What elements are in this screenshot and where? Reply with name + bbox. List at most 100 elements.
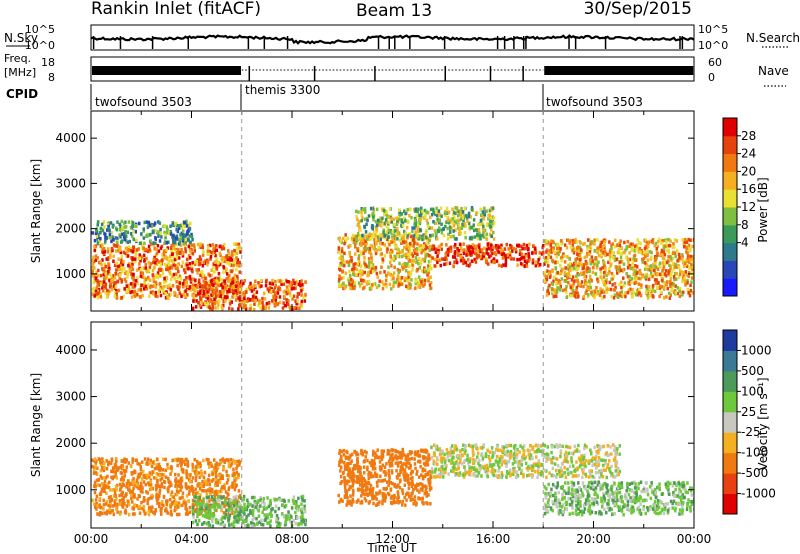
echo-cell	[596, 250, 600, 255]
echo-cell	[494, 252, 498, 257]
echo-cell	[590, 261, 594, 265]
echo-cell	[156, 294, 159, 299]
echo-cell	[622, 284, 626, 288]
echo-cell	[423, 268, 427, 272]
echo-cell	[550, 247, 553, 251]
echo-cell	[518, 252, 522, 256]
echo-cell	[556, 271, 559, 275]
echo-cell	[238, 507, 242, 511]
echo-cell	[202, 505, 205, 509]
echo-cell	[613, 255, 616, 259]
echo-cell	[236, 289, 239, 293]
echo-cell	[200, 469, 203, 473]
echo-cell	[566, 238, 569, 242]
echo-cell	[645, 264, 648, 268]
echo-cell	[179, 481, 183, 486]
echo-cell	[152, 279, 156, 283]
echo-cell	[155, 273, 158, 277]
echo-cell	[523, 255, 526, 260]
echo-cell	[120, 280, 123, 284]
echo-cell	[384, 278, 388, 283]
echo-cell	[423, 257, 427, 262]
echo-cell	[644, 249, 647, 254]
echo-cell	[650, 255, 653, 259]
echo-cell	[404, 252, 408, 256]
echo-cell	[590, 290, 593, 295]
echo-cell	[158, 473, 162, 478]
echo-cell	[661, 278, 664, 283]
echo-cell	[490, 249, 493, 253]
echo-cell	[506, 253, 509, 257]
echo-cell	[406, 262, 409, 266]
echo-cell	[523, 259, 527, 263]
echo-cell	[396, 267, 400, 272]
echo-cell	[185, 475, 189, 480]
echo-cell	[149, 483, 153, 487]
echo-cell	[138, 505, 142, 509]
echo-cell	[184, 294, 187, 299]
echo-cell	[237, 489, 241, 493]
echo-cell	[338, 236, 341, 240]
echo-cell	[452, 210, 456, 215]
echo-cell	[546, 288, 550, 293]
echo-cell	[141, 507, 144, 511]
echo-cell	[446, 218, 450, 223]
echo-cell	[181, 260, 185, 265]
echo-cell	[422, 233, 425, 237]
echo-cell	[178, 496, 182, 501]
echo-cell	[112, 259, 115, 263]
echo-cell	[619, 252, 623, 257]
echo-cell	[576, 257, 579, 261]
echo-cell	[233, 481, 236, 485]
echo-cell	[122, 460, 125, 464]
echo-cell	[680, 257, 684, 261]
echo-cell	[194, 278, 197, 282]
echo-cell	[272, 289, 275, 294]
echo-cell	[222, 466, 225, 470]
echo-cell	[552, 279, 555, 283]
echo-cell	[198, 475, 201, 479]
echo-cell	[449, 249, 452, 253]
echo-cell	[221, 307, 224, 311]
echo-cell	[157, 462, 161, 467]
echo-cell	[223, 259, 226, 264]
echo-cell	[214, 263, 218, 267]
echo-cell	[455, 258, 458, 262]
echo-cell	[673, 238, 677, 242]
echo-cell	[117, 257, 120, 262]
echo-cell	[669, 264, 673, 268]
echo-cell	[148, 506, 151, 510]
echo-cell	[580, 263, 584, 268]
echo-cell	[125, 504, 129, 508]
echo-cell	[138, 295, 142, 299]
echo-cell	[187, 244, 191, 249]
echo-cell	[141, 293, 144, 298]
echo-cell	[551, 287, 554, 291]
echo-cell	[215, 492, 219, 497]
echo-cell	[131, 257, 135, 261]
echo-cell	[393, 233, 396, 237]
echo-cell	[131, 234, 134, 239]
echo-cell	[471, 243, 475, 247]
echo-cell	[238, 460, 242, 464]
echo-cell	[191, 502, 195, 507]
echo-cell	[651, 283, 655, 288]
echo-cell	[534, 251, 537, 255]
echo-cell	[194, 478, 198, 483]
echo-cell	[375, 271, 379, 276]
echo-cell	[663, 286, 666, 290]
echo-cell	[222, 495, 225, 499]
echo-cell	[103, 249, 107, 254]
echo-cell	[104, 276, 108, 281]
echo-cell	[163, 284, 166, 289]
echo-cell	[146, 498, 149, 503]
echo-cell	[458, 218, 461, 223]
echo-cell	[202, 458, 205, 463]
echo-cell	[268, 285, 272, 290]
echo-cell	[392, 256, 395, 261]
echo-cell	[249, 303, 252, 308]
echo-cell	[492, 230, 495, 235]
echo-cell	[354, 245, 357, 249]
echo-cell	[435, 210, 438, 215]
echo-cell	[588, 267, 591, 271]
